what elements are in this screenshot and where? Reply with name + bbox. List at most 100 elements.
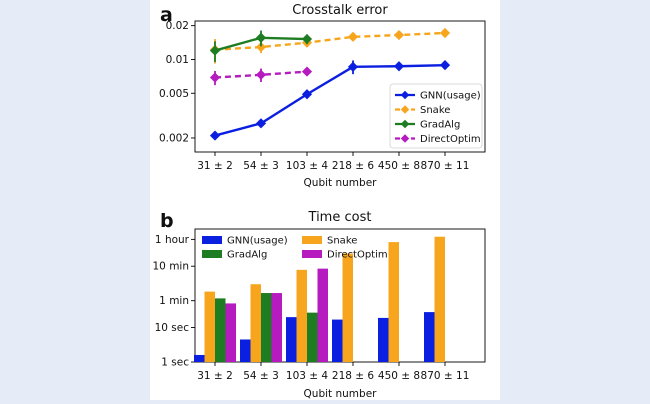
panel-b-x-tick-label: 218 ± 6 [332, 370, 375, 382]
data-point [347, 61, 359, 72]
panel-b-y-tick-label: 1 min [159, 295, 189, 307]
data-point [255, 69, 267, 80]
legend-label: Snake [420, 105, 450, 116]
legend-label: DirectOptim [420, 134, 481, 145]
bar-series-gradalg [215, 293, 318, 362]
panel-b-bars [194, 236, 445, 362]
bar-series-gnn-usage [194, 312, 435, 362]
bar [424, 312, 435, 362]
bar [317, 268, 328, 362]
bar [250, 284, 261, 362]
panel-b-y-tick-label: 10 min [153, 261, 190, 273]
panel-a-x-tick-label: 870 ± 11 [421, 160, 470, 172]
bar [296, 269, 307, 362]
panel-a-legend-box [389, 83, 483, 149]
bar [194, 354, 205, 362]
panel-b-x-tick-label: 870 ± 11 [421, 370, 470, 382]
legend-swatch [202, 250, 222, 258]
panel-b-y-tick-label: 1 hour [155, 234, 190, 246]
bar [307, 312, 318, 362]
bar [286, 317, 297, 362]
bar-series-directoptim [225, 268, 328, 362]
series-line-directoptim [214, 70, 308, 79]
series-line-snake [214, 31, 446, 51]
panel-b-y-tick-label: 10 sec [155, 322, 190, 334]
legend-item-directoptim: DirectOptim [395, 134, 481, 145]
panel-b-x-axis: 31 ± 2 54 ± 3 103 ± 4 218 ± 6 450 ± 8 870 ± 1… [197, 362, 469, 382]
panel-b-y-tick-label: 1 sec [161, 357, 189, 369]
bar-series-snake [204, 236, 445, 362]
legend-item-directoptim: DirectOptim [302, 250, 388, 261]
data-point [255, 32, 267, 43]
panel-a-x-tick-label: 54 ± 3 [243, 160, 279, 172]
panel-b-letter: b [160, 210, 174, 232]
panel-a-plot-frame [194, 20, 486, 153]
panel-a-y-tick-label: 0.002 [159, 132, 189, 144]
legend-swatch [302, 250, 322, 258]
legend-item-gradalg: GradAlg [202, 250, 267, 261]
series-directoptim [209, 66, 313, 86]
data-point [301, 66, 313, 77]
bar [204, 291, 215, 362]
panel-a-y-tick-label: 0.005 [159, 88, 189, 100]
panel-b-legend: GNN(usage) Snake GradAlg DirectOptim [202, 236, 388, 261]
bar [342, 253, 353, 362]
data-point [439, 60, 451, 71]
figure-svg: a Crosstalk error 0.002 0.005 0.01 0.02 31 … [153, 3, 486, 400]
legend-marker [400, 119, 410, 129]
figure: a Crosstalk error 0.002 0.005 0.01 0.02 31 … [150, 0, 500, 400]
bar [271, 293, 282, 362]
bar [378, 317, 389, 362]
data-point [393, 61, 405, 72]
panel-b-title: Time cost [308, 210, 372, 225]
data-point [209, 72, 221, 83]
panel-a-title: Crosstalk error [292, 3, 388, 18]
legend-label: GradAlg [420, 120, 460, 131]
panel-a-x-tick-label: 31 ± 2 [197, 160, 233, 172]
legend-swatch [202, 236, 222, 244]
legend-label: GNN(usage) [420, 91, 481, 102]
data-point [393, 29, 405, 41]
panel-a: a Crosstalk error 0.002 0.005 0.01 0.02 31 … [159, 3, 486, 189]
legend-label: GNN(usage) [227, 236, 288, 247]
legend-label: DirectOptim [327, 250, 388, 261]
panel-a-x-tick-label: 103 ± 4 [286, 160, 329, 172]
legend-swatch [302, 236, 322, 244]
panel-a-y-tick-label: 0.01 [166, 54, 189, 66]
bar [225, 303, 236, 362]
panel-a-x-tick-label: 218 ± 6 [332, 160, 375, 172]
panel-a-x-tick-label: 450 ± 8 [378, 160, 420, 172]
legend-item-snake: Snake [395, 105, 450, 116]
panel-a-y-axis: 0.002 0.005 0.01 0.02 [159, 20, 195, 144]
data-point [209, 130, 221, 141]
bar [215, 298, 226, 362]
legend-marker [400, 90, 410, 100]
series-snake [209, 27, 451, 64]
bar [388, 242, 399, 362]
panel-b-x-tick-label: 450 ± 8 [378, 370, 420, 382]
legend-marker [400, 105, 410, 114]
legend-item-gradalg: GradAlg [395, 120, 460, 131]
panel-a-x-axis: 31 ± 2 54 ± 3 103 ± 4 218 ± 6 450 ± 8 870 ± 1… [197, 152, 469, 172]
series-gradalg [209, 30, 313, 62]
data-point [209, 45, 221, 56]
legend-marker [400, 134, 410, 143]
panel-b-x-tick-label: 31 ± 2 [197, 370, 233, 382]
legend-label: GradAlg [227, 250, 267, 261]
panel-a-letter: a [160, 4, 173, 26]
panel-a-x-label: Qubit number [304, 177, 378, 189]
panel-b-y-axis: 1 sec 10 sec 1 min 10 min 1 hour [153, 234, 195, 369]
bar [261, 293, 272, 362]
legend-item-snake: Snake [302, 236, 357, 247]
panel-b: b Time cost 1 sec 10 sec 1 min 10 min 1 hour… [153, 210, 486, 400]
panel-b-x-label: Qubit number [304, 388, 378, 400]
panel-b-x-tick-label: 103 ± 4 [286, 370, 329, 382]
panel-a-y-tick-label: 0.02 [166, 20, 189, 32]
panel-b-x-tick-label: 54 ± 3 [243, 370, 279, 382]
legend-label: Snake [327, 236, 357, 247]
data-point [439, 27, 451, 39]
legend-item-gnn-usage: GNN(usage) [202, 236, 288, 247]
bar [240, 339, 251, 362]
legend-item-gnn-usage: GNN(usage) [395, 91, 481, 102]
panel-a-legend: GNN(usage) Snake GradAlg DirectOptim [389, 83, 483, 149]
